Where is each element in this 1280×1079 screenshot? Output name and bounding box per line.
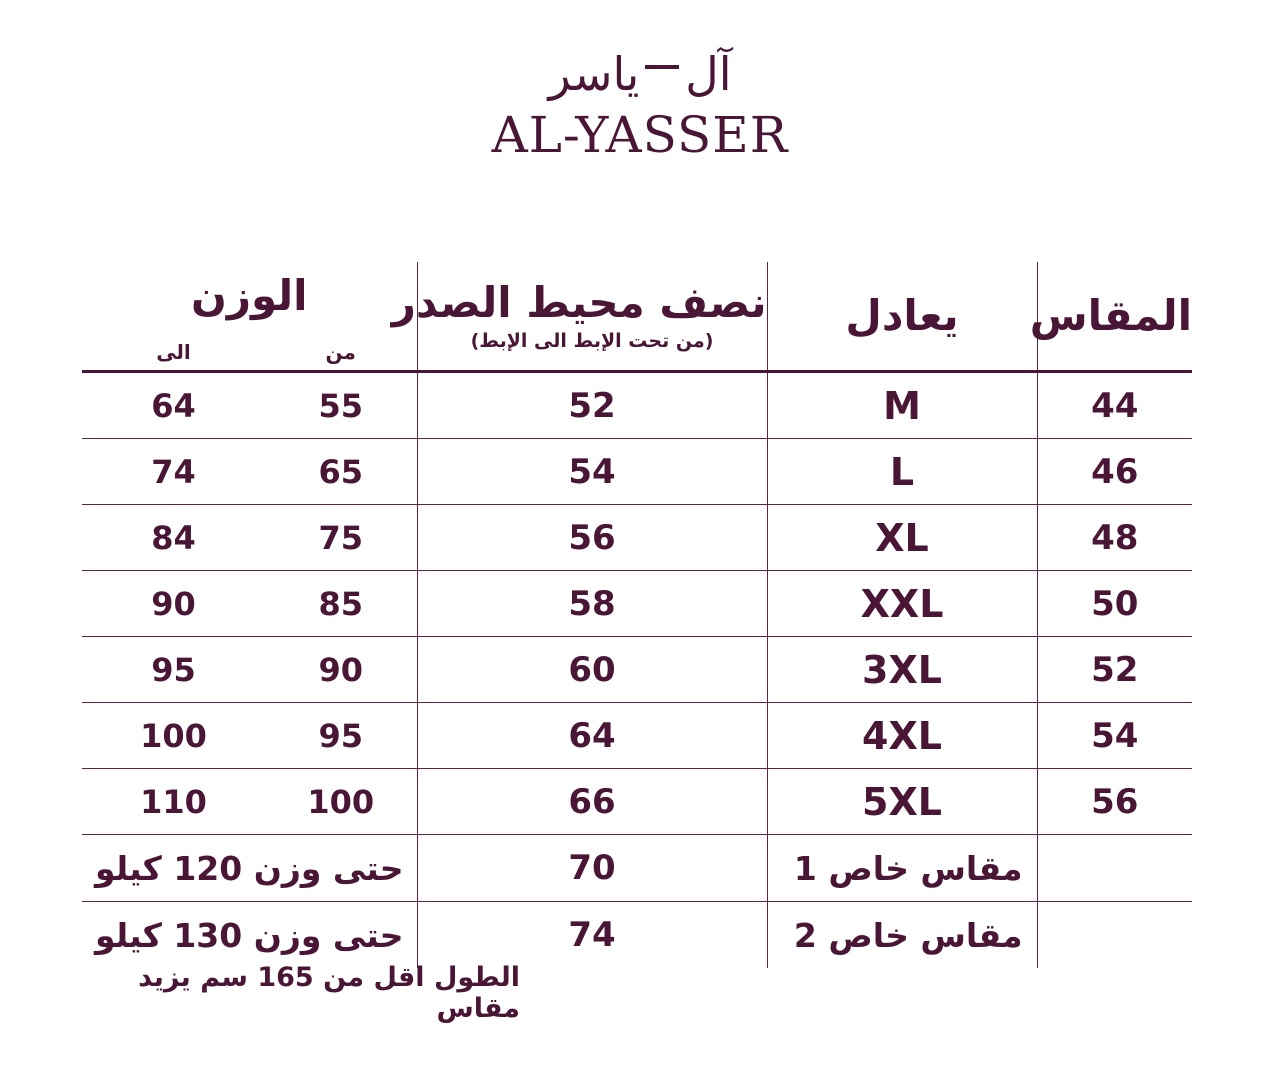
cell-chest: 74	[417, 901, 768, 968]
cell-chest: 52	[417, 371, 768, 439]
header-equals: يعادل	[767, 262, 1038, 370]
cell-equals: M	[767, 371, 1038, 439]
cell-weight-note: حتى وزن 120 كيلو	[82, 834, 418, 902]
size-chart-table-wrapper: المقاس يعادل نصف محيط الصدر (من تحت الإب…	[0, 262, 1280, 968]
cell-size: 54	[1037, 702, 1192, 769]
header-row-weight-sub: من الى	[82, 333, 1192, 370]
cell-equals: 4XL	[767, 702, 1038, 769]
header-weight-from: من	[265, 333, 418, 370]
cell-size: 52	[1037, 636, 1192, 703]
cell-equals-special: مقاس خاص 2	[767, 901, 1038, 968]
cell-chest: 60	[417, 636, 768, 703]
brand-logo: آل ياسر AL-YASSER	[0, 0, 1280, 164]
table-row: 44 M 52 55 64	[82, 371, 1192, 439]
cell-weight-from: 65	[265, 438, 418, 505]
cell-size: 48	[1037, 504, 1192, 571]
header-size: المقاس	[1029, 262, 1192, 370]
cell-weight-to: 100	[82, 702, 265, 769]
table-row-special: مقاس خاص 2 74 حتى وزن 130 كيلو	[82, 901, 1192, 969]
cell-size: 46	[1037, 438, 1192, 505]
cell-chest: 64	[417, 702, 768, 769]
header-chest-label: نصف محيط الصدر	[391, 277, 767, 327]
cell-weight-from: 90	[265, 636, 418, 703]
cell-equals: L	[767, 438, 1038, 505]
cell-equals: XXL	[767, 570, 1038, 637]
header-weight-to: الى	[156, 339, 191, 364]
brand-logo-arabic: آل ياسر	[0, 44, 1280, 104]
table-row: 50 XXL 58 85 90	[82, 570, 1192, 637]
footer-note: الطول اقل من 165 سم يزيد مقاس	[80, 962, 1280, 1024]
table-row: 48 XL 56 75 84	[82, 504, 1192, 571]
logo-dash-decoration	[645, 65, 680, 69]
footer-note-text: الطول اقل من 165 سم يزيد مقاس	[138, 962, 520, 1024]
table-row: 54 4XL 64 95 100	[82, 702, 1192, 769]
cell-size-empty	[1037, 834, 1192, 902]
cell-chest: 66	[417, 768, 768, 835]
cell-weight-note: حتى وزن 130 كيلو	[82, 901, 418, 968]
header-row-main: المقاس يعادل نصف محيط الصدر (من تحت الإب…	[82, 262, 1192, 370]
header-size-label: المقاس	[1029, 290, 1192, 340]
header-separator	[82, 369, 1192, 373]
brand-logo-latin: AL-YASSER	[491, 106, 789, 164]
cell-weight-from: 85	[265, 570, 418, 637]
table-row: 46 L 54 65 74	[82, 438, 1192, 505]
cell-chest: 58	[417, 570, 768, 637]
cell-weight-to: 110	[82, 768, 265, 835]
cell-equals: 3XL	[767, 636, 1038, 703]
cell-weight-from: 75	[265, 504, 418, 571]
cell-chest: 54	[417, 438, 768, 505]
size-chart-table: المقاس يعادل نصف محيط الصدر (من تحت الإب…	[82, 262, 1192, 968]
table-row: 56 5XL 66 100 110	[82, 768, 1192, 835]
header-chest-sublabel: (من تحت الإبط الى الإبط)	[470, 329, 714, 352]
cell-equals: 5XL	[767, 768, 1038, 835]
brand-logo-arabic-right: آل	[685, 47, 732, 101]
cell-weight-to: 95	[82, 636, 265, 703]
cell-chest: 70	[417, 834, 768, 902]
cell-equals-special: مقاس خاص 1	[767, 834, 1038, 902]
cell-chest: 56	[417, 504, 768, 571]
cell-equals: XL	[767, 504, 1038, 571]
cell-weight-to: 64	[82, 371, 265, 439]
cell-weight-to: 90	[82, 570, 265, 637]
brand-logo-arabic-left: ياسر	[548, 47, 640, 101]
table-row-special: مقاس خاص 1 70 حتى وزن 120 كيلو	[82, 834, 1192, 902]
cell-size-empty	[1037, 902, 1192, 969]
cell-weight-to: 84	[82, 504, 265, 571]
table-body: 44 M 52 55 64 46 L 54 65 74 48 XL 56 75 …	[82, 371, 1192, 969]
cell-weight-from: 55	[265, 371, 418, 439]
cell-weight-from: 95	[265, 702, 418, 769]
cell-size: 56	[1037, 768, 1192, 835]
header-weight: الوزن	[82, 262, 418, 334]
cell-weight-from: 100	[265, 768, 418, 835]
cell-size: 50	[1037, 570, 1192, 637]
header-equals-label: يعادل	[845, 290, 959, 340]
table-row: 52 3XL 60 90 95	[82, 636, 1192, 703]
header-weight-label: الوزن	[190, 271, 308, 321]
cell-size: 44	[1037, 371, 1192, 439]
table-header: المقاس يعادل نصف محيط الصدر (من تحت الإب…	[82, 262, 1192, 373]
header-separator-line	[82, 369, 1192, 373]
cell-weight-to: 74	[82, 438, 265, 505]
header-chest: نصف محيط الصدر (من تحت الإبط الى الإبط)	[391, 262, 768, 370]
